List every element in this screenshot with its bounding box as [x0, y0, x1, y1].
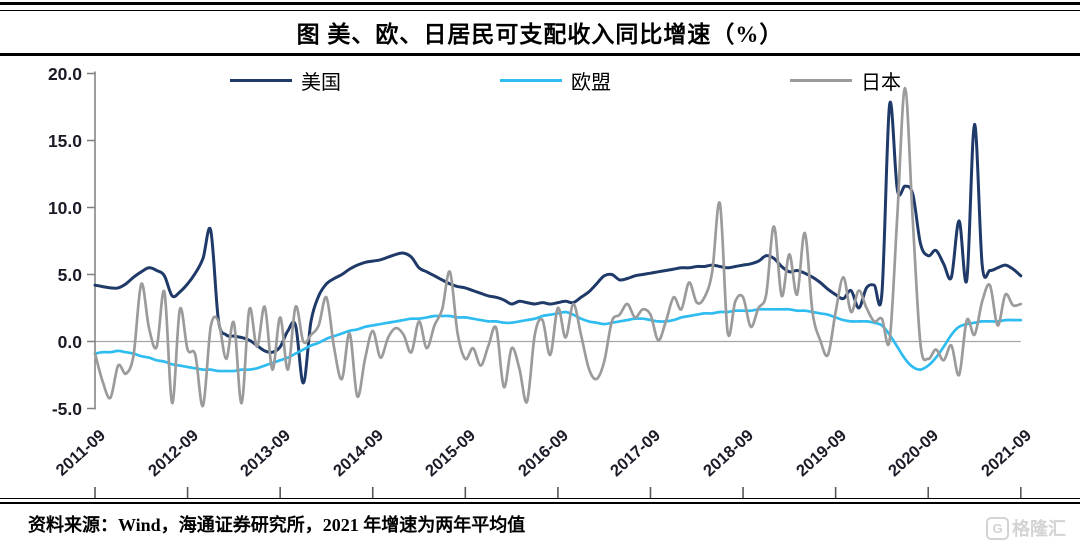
gelonghui-g-icon: G	[986, 516, 1009, 540]
top-rule-thick	[0, 2, 1080, 5]
title-bottom-rule	[0, 53, 1080, 56]
y-tick-label: 5.0	[57, 264, 82, 285]
source-note: 资料来源：Wind，海通证券研究所，2021 年增速为两年平均值	[28, 515, 526, 535]
legend-item-jp: 日本	[790, 68, 901, 94]
series-line-1	[93, 307, 1023, 373]
jp-line-swatch	[790, 78, 852, 82]
legend-item-eu: 欧盟	[500, 68, 611, 94]
legend-label-eu: 欧盟	[571, 71, 611, 94]
legend-label-jp: 日本	[861, 71, 901, 94]
us-line-swatch	[230, 78, 292, 82]
y-tick-label: 15.0	[47, 130, 82, 151]
eu-line-swatch	[500, 78, 562, 82]
series-line-2	[93, 86, 1023, 408]
y-tick-label: 20.0	[47, 63, 82, 84]
legend-label-us: 美国	[301, 71, 341, 94]
y-tick-label: -5.0	[51, 398, 82, 419]
chart-title: 图 美、欧、日居民可支配收入同比增速（%）	[296, 22, 784, 47]
footer-rule-thin	[0, 498, 1080, 500]
gelonghui-logo-text: 格隆汇	[1012, 519, 1066, 539]
footer-rule-thick	[0, 501, 1080, 504]
gelonghui-logo: G 格隆汇	[986, 515, 1066, 541]
top-rule-thin	[0, 10, 1080, 12]
y-tick-label: 0.0	[57, 331, 82, 352]
legend-item-us: 美国	[230, 68, 341, 94]
series-line-0	[93, 100, 1023, 385]
y-tick-label: 10.0	[47, 197, 82, 218]
